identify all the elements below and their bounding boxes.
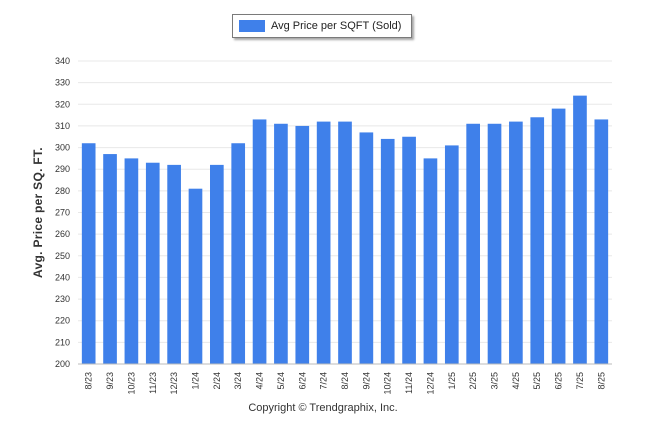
x-tick-label: 7/24: [319, 372, 329, 390]
bar: [210, 164, 224, 364]
bar: [231, 143, 246, 364]
y-tick-label: 200: [55, 359, 70, 369]
x-tick-label: 4/24: [255, 372, 265, 390]
x-tick-label: 8/24: [340, 372, 350, 390]
x-tick-label: 6/24: [297, 372, 307, 390]
bar: [423, 158, 438, 364]
y-axis-label: Avg. Price per SQ. FT.: [31, 147, 45, 278]
bar: [295, 125, 310, 364]
legend: Avg Price per SQFT (Sold): [232, 14, 412, 38]
x-tick-label: 1/24: [190, 372, 200, 390]
y-tick-label: 270: [55, 208, 70, 218]
x-tick-label: 3/25: [490, 372, 500, 390]
x-tick-label: 7/25: [575, 372, 585, 390]
bar: [402, 136, 416, 364]
x-tick-label: 12/24: [425, 372, 435, 395]
y-tick-label: 260: [55, 229, 70, 239]
bar: [81, 143, 96, 364]
x-tick-label: 2/24: [212, 372, 222, 390]
y-tick-label: 310: [55, 121, 70, 131]
bar: [252, 119, 267, 364]
x-tick-label: 11/23: [148, 372, 158, 394]
bar: [573, 95, 587, 364]
bar: [338, 121, 352, 364]
bar: [509, 121, 523, 364]
x-tick-label: 4/25: [511, 372, 521, 390]
x-tick-label: 11/24: [404, 372, 414, 394]
x-tick-label: 8/23: [84, 372, 94, 390]
y-tick-label: 230: [55, 294, 70, 304]
x-tick-label: 10/24: [383, 372, 393, 395]
y-tick-label: 210: [55, 337, 70, 347]
y-tick-label: 220: [55, 316, 70, 326]
bar: [359, 132, 374, 364]
y-tick-label: 290: [55, 164, 70, 174]
y-tick-label: 280: [55, 186, 70, 196]
bar: [466, 123, 480, 364]
y-tick-label: 250: [55, 251, 70, 261]
bar: [316, 121, 331, 364]
x-tick-label: 3/24: [233, 372, 243, 390]
bar: [551, 108, 566, 364]
x-tick-label: 5/24: [276, 372, 286, 390]
legend-label: Avg Price per SQFT (Sold): [271, 20, 402, 32]
bar: [124, 158, 139, 364]
bar: [530, 117, 545, 365]
bar: [188, 188, 203, 364]
copyright-text: Copyright © Trendgraphix, Inc.: [248, 402, 398, 414]
bar: [167, 164, 181, 364]
x-tick-label: 2/25: [468, 372, 478, 390]
x-tick-label: 10/23: [126, 372, 136, 395]
x-tick-label: 9/23: [105, 372, 115, 390]
bar: [444, 145, 459, 364]
bar: [274, 123, 288, 364]
x-tick-label: 8/25: [596, 372, 606, 390]
x-tick-label: 1/25: [447, 372, 457, 390]
bar: [487, 123, 502, 364]
x-tick-label: 5/25: [532, 372, 542, 390]
bar: [145, 162, 160, 364]
x-tick-label: 9/24: [361, 372, 371, 390]
y-tick-label: 330: [55, 78, 70, 88]
bar: [380, 138, 395, 364]
y-tick-label: 240: [55, 272, 70, 282]
y-tick-label: 320: [55, 99, 70, 109]
x-tick-label: 6/25: [554, 372, 564, 390]
bar: [594, 119, 609, 364]
y-tick-label: 340: [55, 56, 70, 66]
legend-swatch: [239, 20, 265, 32]
y-tick-label: 300: [55, 143, 70, 153]
bar: [103, 154, 117, 364]
x-tick-label: 12/23: [169, 372, 179, 395]
